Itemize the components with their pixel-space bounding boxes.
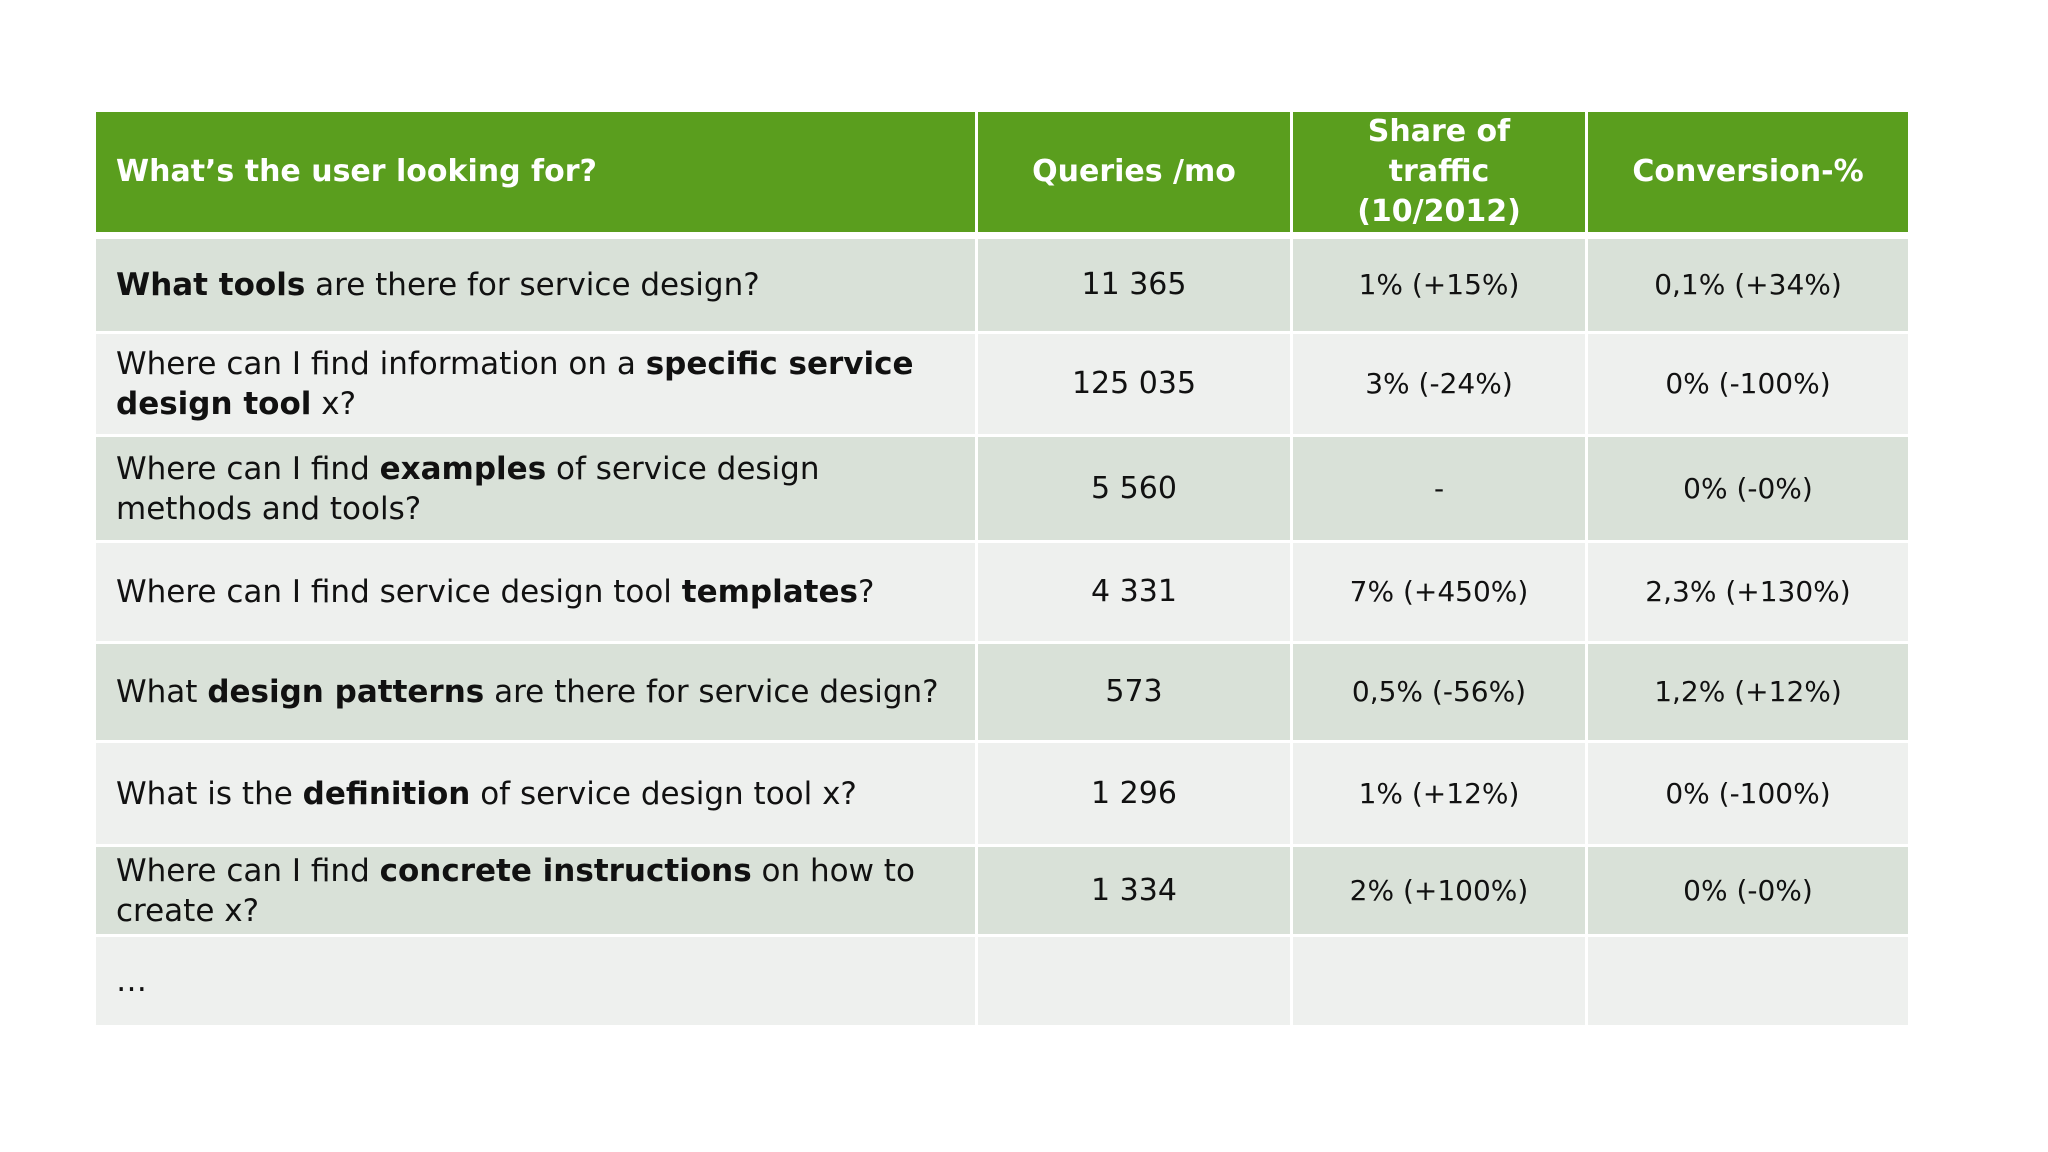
queries-cell: 11 365 [978, 239, 1293, 334]
header-queries: Queries /mo [978, 112, 1293, 239]
question-text: are there for service design? [305, 267, 760, 303]
queries-cell: 125 035 [978, 334, 1293, 437]
question-cell: Where can I find examples of service des… [96, 437, 978, 543]
header-conversion-label: Conversion-% [1632, 154, 1864, 189]
table-row: … [96, 937, 1908, 1028]
queries-cell: 5 560 [978, 437, 1293, 543]
table-row: What design patterns are there for servi… [96, 644, 1908, 743]
share-cell [1293, 937, 1588, 1028]
question-cell: What is the definition of service design… [96, 743, 978, 847]
ellipsis-text: … [116, 963, 147, 999]
conversion-cell: 0% (-0%) [1588, 437, 1908, 543]
conversion-cell: 0% (-100%) [1588, 334, 1908, 437]
question-text: on how to create x? [116, 852, 915, 929]
question-text: ? [857, 574, 875, 610]
header-question-label: What’s the user looking for? [116, 154, 597, 189]
question-keyword: design patterns [207, 674, 485, 710]
question-text: x? [311, 386, 357, 422]
share-cell: 0,5% (-56%) [1293, 644, 1588, 743]
header-share-label-line1: Share of traffic [1367, 114, 1511, 189]
queries-cell: 4 331 [978, 543, 1293, 644]
question-keyword: definition [302, 775, 471, 812]
queries-cell [978, 937, 1293, 1028]
user-needs-table: What’s the user looking for? Queries /mo… [96, 112, 1908, 1028]
conversion-cell: 0% (-100%) [1588, 743, 1908, 847]
conversion-cell: 1,2% (+12%) [1588, 644, 1908, 743]
share-cell: 1% (+15%) [1293, 239, 1588, 334]
question-text: Where can I find [116, 450, 380, 487]
share-cell: 2% (+100%) [1293, 847, 1588, 937]
share-cell: 7% (+450%) [1293, 543, 1588, 644]
header-conversion: Conversion-% [1588, 112, 1908, 239]
share-cell: 1% (+12%) [1293, 743, 1588, 847]
table-row: Where can I find information on a specif… [96, 334, 1908, 437]
question-keyword: What tools [116, 267, 306, 303]
table-header-row: What’s the user looking for? Queries /mo… [96, 112, 1908, 239]
conversion-cell: 0% (-0%) [1588, 847, 1908, 937]
share-cell: - [1293, 437, 1588, 543]
question-keyword: templates [681, 574, 858, 610]
question-text: Where can I find information on a [116, 346, 646, 382]
conversion-cell: 2,3% (+130%) [1588, 543, 1908, 644]
question-text: What is the [116, 775, 303, 812]
header-share: Share of traffic (10/2012) [1293, 112, 1588, 239]
header-question: What’s the user looking for? [96, 112, 978, 239]
table-row: Where can I find service design tool tem… [96, 543, 1908, 644]
question-cell: What tools are there for service design? [96, 239, 978, 334]
table-row: What is the definition of service design… [96, 743, 1908, 847]
question-text: Where can I find service design tool [116, 574, 682, 610]
question-cell: … [96, 937, 978, 1028]
question-cell: Where can I find service design tool tem… [96, 543, 978, 644]
queries-cell: 1 296 [978, 743, 1293, 847]
header-queries-label: Queries /mo [1032, 154, 1236, 189]
header-share-label-line2: (10/2012) [1357, 194, 1521, 229]
question-keyword: concrete instructions [379, 852, 752, 889]
question-cell: Where can I find concrete instructions o… [96, 847, 978, 937]
question-text: of service design methods and tools? [116, 450, 820, 527]
question-text: are there for service design? [484, 674, 939, 710]
table-row: What tools are there for service design?… [96, 239, 1908, 334]
table-row: Where can I find examples of service des… [96, 437, 1908, 543]
question-keyword: examples [379, 450, 547, 487]
question-text: of service design tool x? [470, 775, 857, 812]
question-text: Where can I find [116, 852, 380, 889]
conversion-cell [1588, 937, 1908, 1028]
question-cell: What design patterns are there for servi… [96, 644, 978, 743]
question-text: What [116, 674, 208, 710]
question-cell: Where can I find information on a specif… [96, 334, 978, 437]
queries-cell: 573 [978, 644, 1293, 743]
queries-cell: 1 334 [978, 847, 1293, 937]
table-row: Where can I find concrete instructions o… [96, 847, 1908, 937]
conversion-cell: 0,1% (+34%) [1588, 239, 1908, 334]
share-cell: 3% (-24%) [1293, 334, 1588, 437]
question-keyword: specific service design tool [116, 346, 914, 422]
